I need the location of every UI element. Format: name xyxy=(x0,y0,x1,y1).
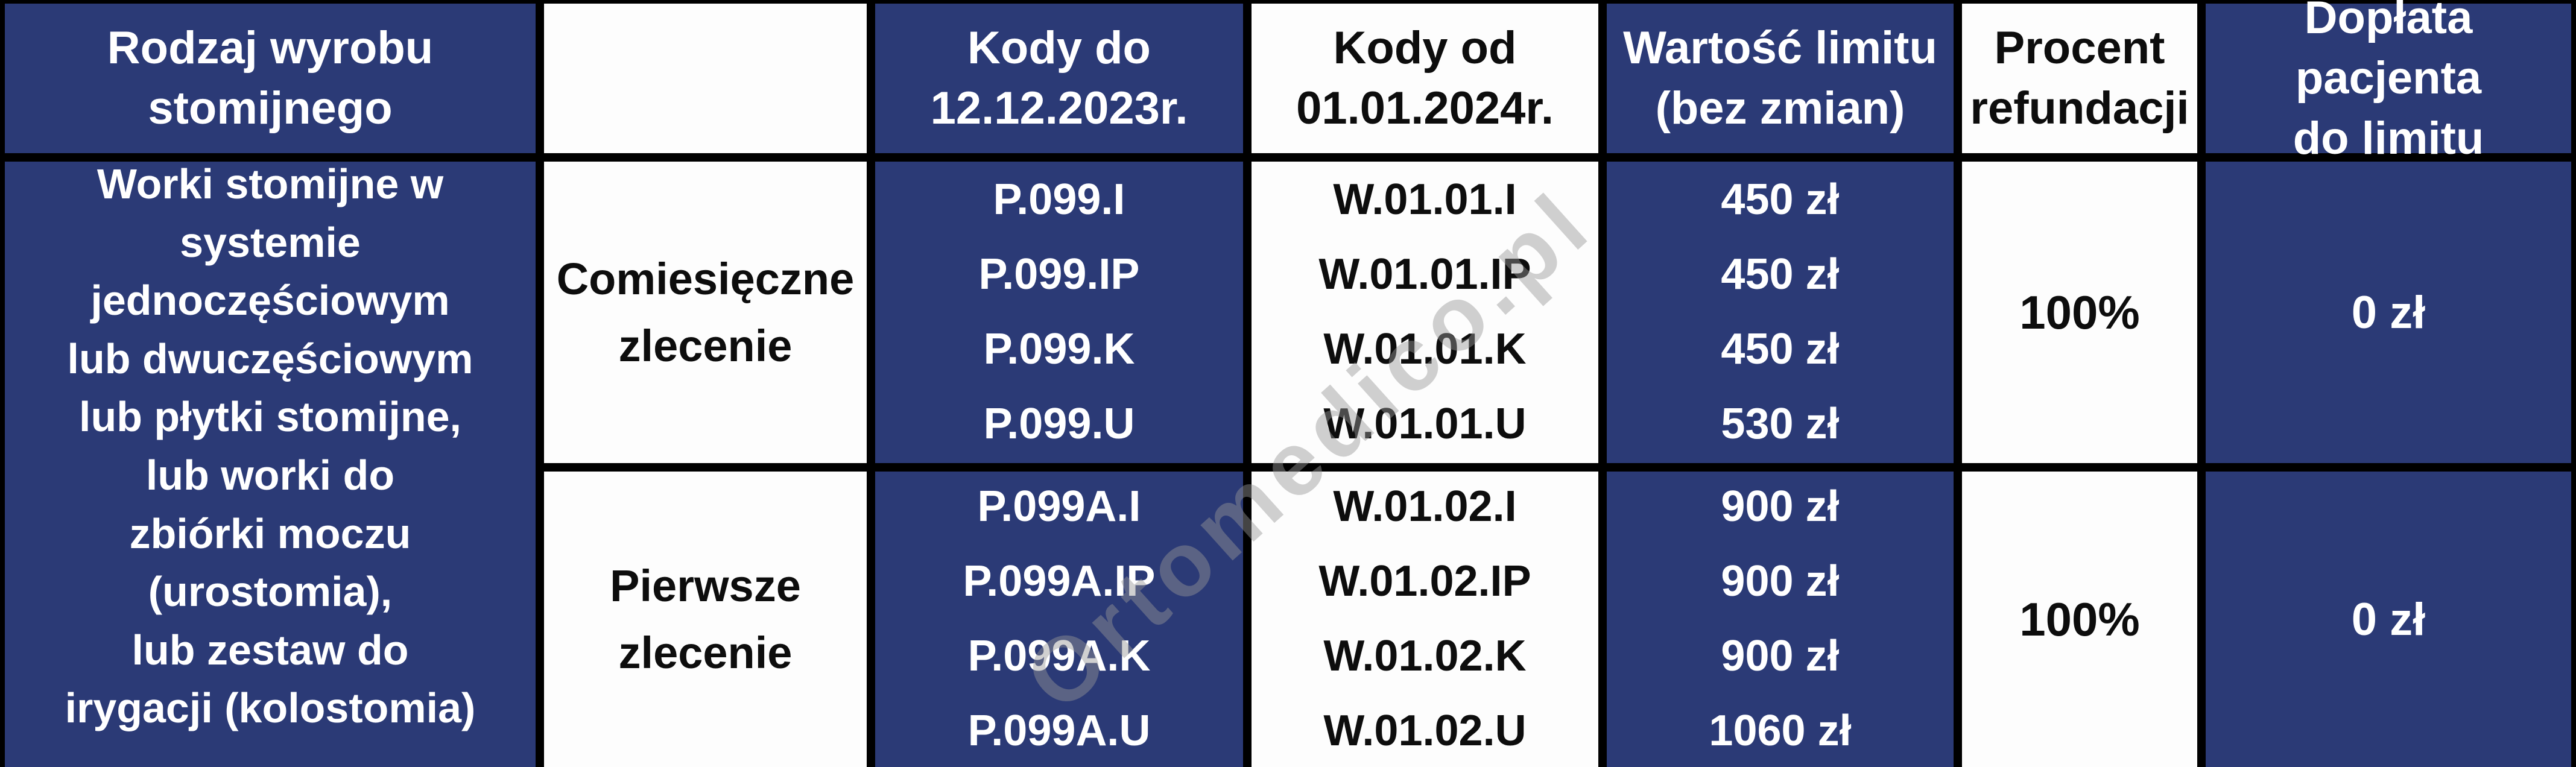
header-codes-old: Kody do 12.12.2023r. xyxy=(875,4,1243,153)
row2-order-type: Pierwsze zlecenie xyxy=(544,472,867,767)
row1-limit-values: 450 zł 450 zł 450 zł 530 zł xyxy=(1607,162,1954,463)
row2-copay: 0 zł xyxy=(2206,472,2571,767)
row1-codes-new: W.01.01.I W.01.01.IP W.01.01.K W.01.01.U xyxy=(1252,162,1598,463)
category-cell: Worki stomijne w systemie jednoczęściowy… xyxy=(5,160,536,767)
header-product-type: Rodzaj wyrobu stomijnego xyxy=(5,4,536,153)
row2-codes-old: P.099A.I P.099A.IP P.099A.K P.099A.U xyxy=(875,472,1243,767)
row1-order-type: Comiesięczne zlecenie xyxy=(544,162,867,463)
row2-refund: 100% xyxy=(1962,472,2197,767)
row1-refund: 100% xyxy=(1962,162,2197,463)
row1-codes-old: P.099.I P.099.IP P.099.K P.099.U xyxy=(875,162,1243,463)
row2-codes-new: W.01.02.I W.01.02.IP W.01.02.K W.01.02.U xyxy=(1252,472,1598,767)
header-refund-percent: Procent refundacji xyxy=(1962,4,2197,153)
header-codes-new: Kody od 01.01.2024r. xyxy=(1252,4,1598,153)
header-order-type xyxy=(544,4,867,153)
header-patient-copay: Dopłata pacjenta do limitu xyxy=(2206,0,2571,164)
row1-copay: 0 zł xyxy=(2206,162,2571,463)
header-limit-value: Wartość limitu (bez zmian) xyxy=(1607,4,1954,153)
row2-limit-values: 900 zł 900 zł 900 zł 1060 zł xyxy=(1607,472,1954,767)
